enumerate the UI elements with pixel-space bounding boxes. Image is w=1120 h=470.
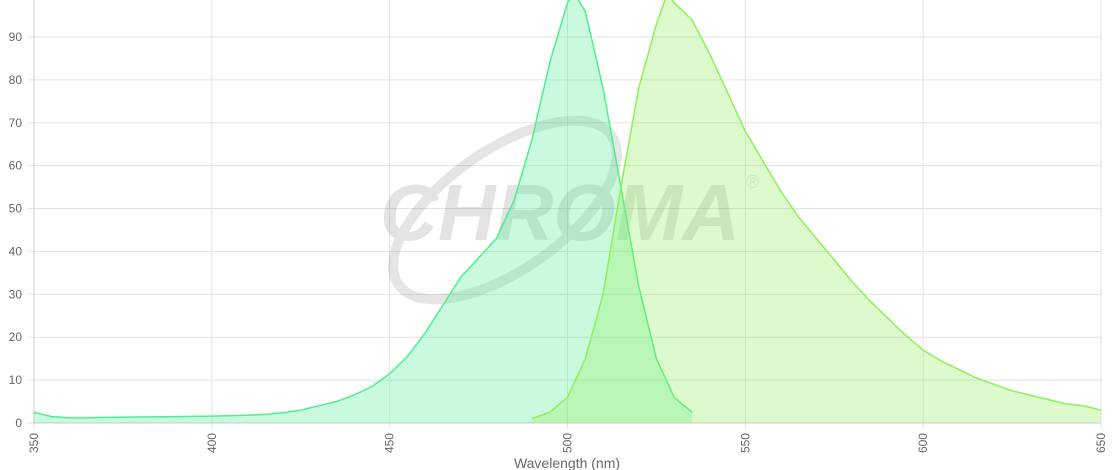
x-tick-label: 350 bbox=[27, 433, 41, 453]
x-tick-label: 600 bbox=[916, 433, 930, 453]
y-tick-label: 50 bbox=[9, 202, 23, 216]
x-tick-label: 550 bbox=[738, 433, 752, 453]
x-tick-label: 450 bbox=[383, 433, 397, 453]
y-tick-label: 30 bbox=[9, 287, 23, 301]
series-line bbox=[531, 0, 1102, 420]
y-tick-label: 90 bbox=[9, 30, 23, 44]
y-tick-label: 60 bbox=[9, 159, 23, 173]
watermark-symbol: ® bbox=[746, 172, 759, 192]
x-tick-label: 400 bbox=[205, 433, 219, 453]
y-tick-label: 70 bbox=[9, 116, 23, 130]
y-tick-label: 0 bbox=[15, 416, 22, 430]
x-tick-label: 500 bbox=[561, 433, 575, 453]
y-tick-label: 20 bbox=[9, 330, 23, 344]
y-tick-label: 10 bbox=[9, 373, 23, 387]
y-tick-label: 80 bbox=[9, 73, 23, 87]
y-tick-label: 40 bbox=[9, 244, 23, 258]
x-tick-label: 650 bbox=[1094, 433, 1108, 453]
series-line bbox=[33, 0, 693, 419]
watermark-text: CHROMA bbox=[380, 168, 740, 257]
area-fill bbox=[531, 0, 1101, 423]
x-axis-label: Wavelength (nm) bbox=[514, 455, 620, 470]
area-fill bbox=[34, 0, 692, 423]
grid bbox=[28, 0, 1102, 429]
